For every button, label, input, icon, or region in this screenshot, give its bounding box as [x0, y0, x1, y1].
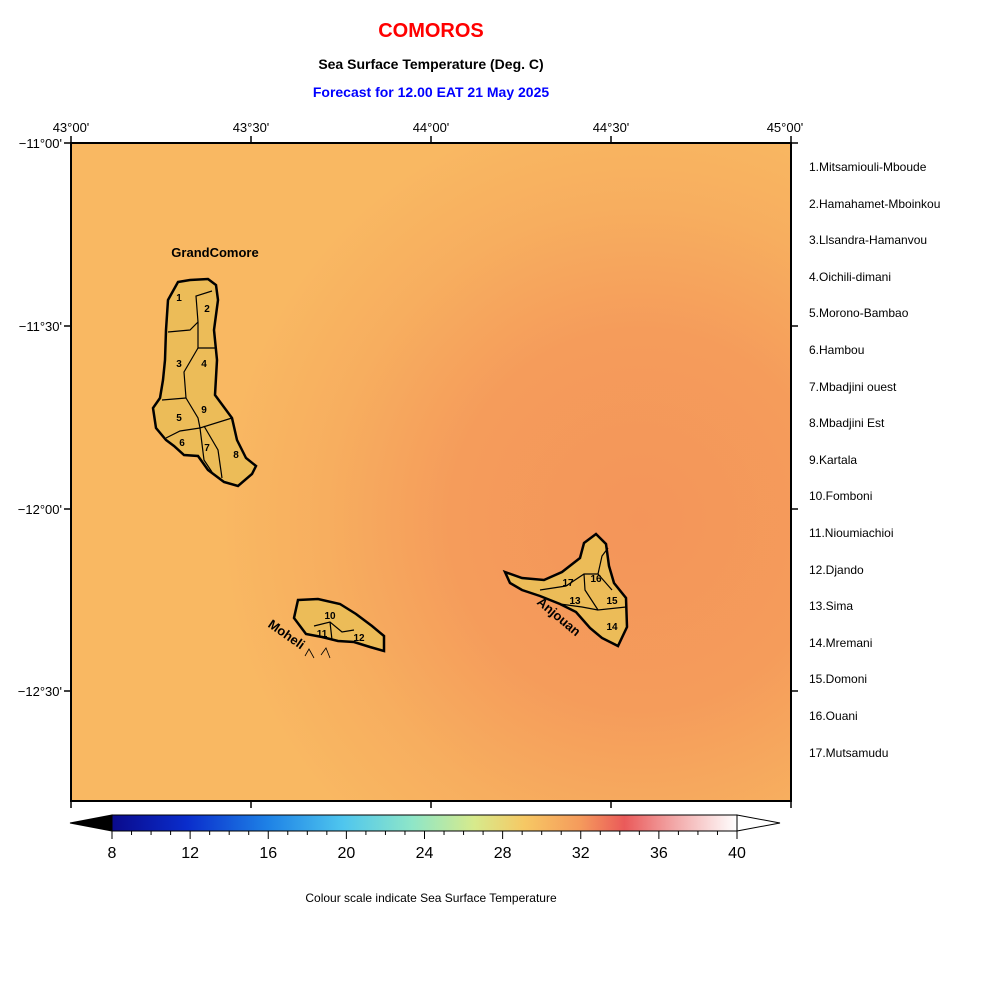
region-number: 3	[176, 359, 182, 370]
lat-label: −12°30'	[18, 684, 62, 699]
region-legend-item: 8.Mbadjini Est	[809, 416, 885, 431]
region-legend-item: 2.Hamahamet-Mboinkou	[809, 196, 941, 211]
colorbar-tick-label: 32	[572, 845, 590, 862]
lon-label: 43°30'	[233, 120, 270, 135]
region-legend-item: 13.Sima	[809, 599, 854, 614]
forecast-time: Forecast for 12.00 EAT 21 May 2025	[312, 84, 550, 100]
colorbar-tick-label: 20	[337, 845, 355, 862]
region-number: 5	[176, 413, 182, 424]
colorbar-tick-label: 36	[650, 845, 668, 862]
region-number: 4	[201, 359, 207, 370]
region-number: 7	[204, 443, 210, 454]
region-number: 15	[606, 596, 618, 607]
lat-label: −12°00'	[18, 502, 62, 517]
region-legend-item: 17.Mutsamudu	[809, 745, 889, 760]
lon-label: 45°00'	[767, 120, 804, 135]
colorbar: 8 12 16 20 24 28 32 36 40	[69, 814, 781, 862]
colorbar-tick-label: 24	[416, 845, 434, 862]
region-legend-item: 11.Nioumiachioi	[809, 525, 894, 540]
lon-label: 43°00'	[53, 120, 90, 135]
moheli-island	[292, 597, 386, 659]
axis-ticks	[64, 136, 798, 808]
region-legend: 1.Mitsamiouli-Mboude 2.Hamahamet-Mboinkou…	[809, 157, 940, 779]
region-number: 6	[179, 438, 185, 449]
region-legend-item: 4.Oichili-dimani	[809, 269, 892, 284]
region-legend-item: 7.Mbadjini ouest	[809, 379, 897, 394]
region-number: 13	[569, 596, 581, 607]
lon-label: 44°00'	[413, 120, 450, 135]
map-subtitle: Sea Surface Temperature (Deg. C)	[318, 56, 544, 72]
colorbar-caption: Colour scale indicate Sea Surface Temper…	[305, 891, 557, 905]
colorbar-tick-label: 28	[494, 845, 512, 862]
region-number: 8	[233, 450, 239, 461]
region-legend-item: 9.Kartala	[809, 452, 858, 467]
region-number: 16	[590, 574, 602, 585]
region-number-labels: 1 2 3 4 5 6 7 8 9 10 11 12 13 14 15 16 1…	[176, 293, 618, 644]
colorbar-tick-label: 8	[108, 845, 117, 862]
region-legend-item: 6.Hambou	[809, 342, 865, 357]
anjouan-island	[502, 532, 629, 648]
region-number: 14	[606, 622, 618, 633]
lon-label: 44°30'	[593, 120, 630, 135]
colorbar-tick-label: 16	[259, 845, 277, 862]
lat-label: −11°00'	[19, 136, 62, 151]
island-label-grand-comore: GrandComore	[171, 245, 258, 260]
region-legend-item: 14.Mremani	[809, 635, 873, 650]
warm-pool	[71, 143, 791, 801]
region-number: 2	[204, 304, 210, 315]
region-legend-item: 1.Mitsamiouli-Mboude	[809, 160, 927, 174]
region-number: 1	[176, 293, 182, 304]
region-number: 10	[324, 611, 336, 622]
region-legend-item: 10.Fomboni	[809, 489, 873, 504]
lon-labels: 43°00' 43°30' 44°00' 44°30' 45°00'	[53, 120, 804, 135]
grand-comore-island	[151, 277, 258, 488]
map-title: COMOROS	[378, 20, 484, 42]
region-number: 12	[353, 633, 365, 644]
region-legend-item: 5.Morono-Bambao	[809, 306, 909, 321]
region-legend-item: 3.Llsandra-Hamanvou	[809, 233, 928, 248]
region-number: 9	[201, 405, 207, 416]
lat-label: −11°30'	[19, 319, 62, 334]
colorbar-high-extension	[736, 814, 781, 832]
region-legend-item: 16.Ouani	[809, 708, 858, 723]
colorbar-tick-label: 40	[728, 845, 746, 862]
region-legend-item: 15.Domoni	[809, 672, 868, 687]
colorbar-scale	[111, 814, 738, 832]
region-legend-item: 12.Djando	[809, 562, 864, 577]
region-number: 17	[562, 578, 574, 589]
region-number: 11	[317, 629, 328, 640]
colorbar-tick-label: 12	[181, 845, 199, 862]
lat-labels: −11°00' −11°30' −12°00' −12°30'	[18, 136, 62, 699]
colorbar-low-extension	[69, 814, 113, 832]
